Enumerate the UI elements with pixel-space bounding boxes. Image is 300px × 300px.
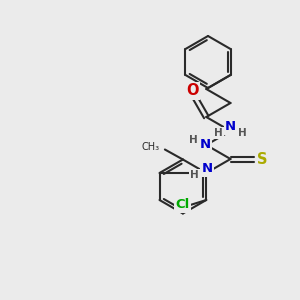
Text: Cl: Cl [175,199,189,212]
Text: H: H [214,128,223,138]
Text: N: N [200,139,211,152]
Text: H: H [189,135,198,145]
Text: CH₃: CH₃ [142,142,160,152]
Text: S: S [257,152,268,166]
Text: H: H [190,170,199,180]
Text: N: N [202,163,213,176]
Text: O: O [186,83,198,98]
Text: H: H [238,128,247,138]
Text: N: N [225,121,236,134]
